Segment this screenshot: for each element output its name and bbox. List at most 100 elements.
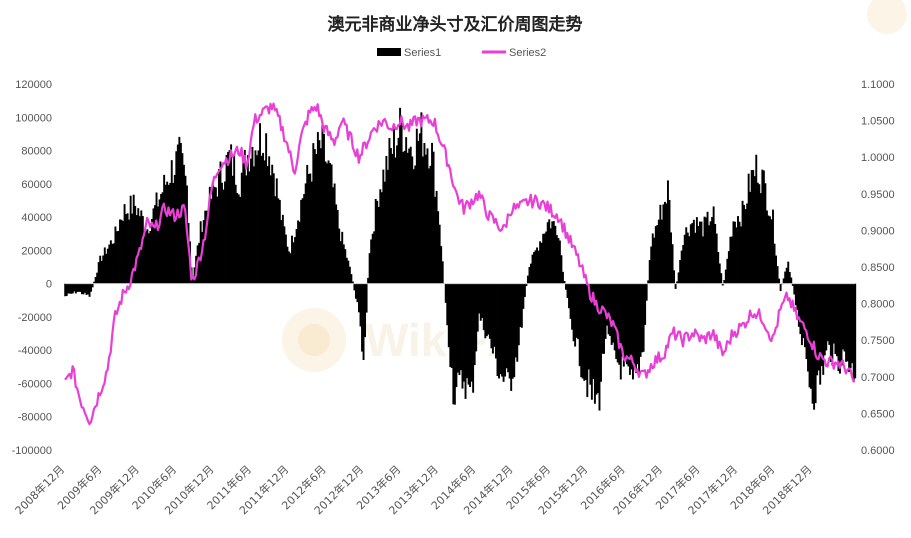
series1-bar [440,246,443,284]
series1-bar [595,283,598,395]
series1-bar [688,236,691,284]
series1-bar [144,231,147,284]
series1-bar [698,221,701,284]
series1-bar [668,199,671,284]
series1-bar [231,175,234,284]
series1-bar [106,248,109,284]
series1-bar [475,283,478,352]
series1-bar [460,283,462,371]
series1-bar [772,209,774,284]
series1-bar [499,283,502,375]
series1-bar [164,184,167,284]
series1-bar [565,283,567,290]
series1-bar [750,170,753,284]
series1-bar [613,283,616,351]
right-tick-label: 1.0500 [861,116,895,128]
series1-bar [335,204,338,284]
series1-bar [157,206,160,284]
series1-bar [74,283,77,294]
series1-bar [488,283,491,339]
series1-bar [607,283,610,335]
series1-bar [648,260,651,284]
series1-bar [505,283,508,369]
series1-bar [796,283,799,310]
series2-line [64,102,856,426]
series1-bar [721,283,724,286]
left-tick-label: 100000 [15,112,52,124]
series1-bar [406,152,409,284]
series1-bar [412,169,415,284]
series1-bar [825,283,828,351]
series1-bar [767,215,770,284]
series1-bar [659,204,662,284]
series1-bar [829,283,832,362]
series1-bar [131,213,134,284]
wikifx-logo-icon [867,0,907,34]
series1-bar [225,154,228,284]
series1-bar [146,229,149,284]
series1-bar [123,204,126,284]
series1-bar [712,206,715,284]
series1-bar [743,204,746,284]
series1-bar [603,283,605,354]
series1-bar [819,283,822,385]
series1-bar [493,283,496,347]
series1-bar [262,152,265,284]
series1-bar [635,283,637,374]
series1-bar [248,171,251,284]
series1-bar [677,272,680,284]
x-axis: 2008年12月2009年6月2009年12月2010年6月2010年12月20… [12,462,815,517]
series1-bar [724,269,727,284]
series1-bar [597,283,599,394]
series1-bar [152,208,155,284]
series1-bar [321,123,324,284]
series1-bar [717,252,720,284]
series1-bar [851,283,854,364]
legend-swatch-series1 [377,48,401,56]
series1-bar [417,140,420,284]
series1-bar [639,283,642,357]
series1-bar [598,283,601,411]
series1-bar [68,283,71,294]
series1-bar [834,283,837,354]
series1-bar [762,170,765,284]
series1-bar [574,283,577,347]
series1-bar [300,199,303,284]
legend-label-series2: Series2 [509,47,546,59]
series1-bar [729,236,732,284]
series1-bar [263,160,266,284]
series1-bar [636,283,639,365]
series1-bar [274,196,277,284]
series1-bar [228,150,231,284]
series1-bar [160,194,163,284]
series1-bar [773,243,776,284]
series1-bar [711,216,714,284]
series1-bar [429,165,432,284]
series1-bar [645,283,648,301]
series1-bar [361,283,363,352]
series1-bar [181,153,184,284]
series1-bar [797,283,800,327]
series1-bar [414,165,417,284]
series1-bar [283,226,286,284]
series1-bar [172,182,175,284]
series1-bar [531,254,534,284]
left-tick-label: 120000 [15,79,52,91]
series1-bar [237,194,240,284]
series1-bar [854,283,857,379]
series1-bar [441,261,444,284]
series1-bar [397,137,400,284]
series1-bar [278,199,281,284]
series1-bar [155,192,158,284]
series1-bar [545,231,548,284]
series1-bar [561,271,564,284]
series1-bar [389,148,392,284]
series1-bar [376,200,379,284]
series1-bar [432,151,435,284]
series1-bar [242,155,245,284]
series1-bar [482,283,485,331]
series1-bar [447,283,450,348]
series1-bar [683,234,686,284]
series1-bar [749,191,752,284]
series1-bar [245,175,248,284]
